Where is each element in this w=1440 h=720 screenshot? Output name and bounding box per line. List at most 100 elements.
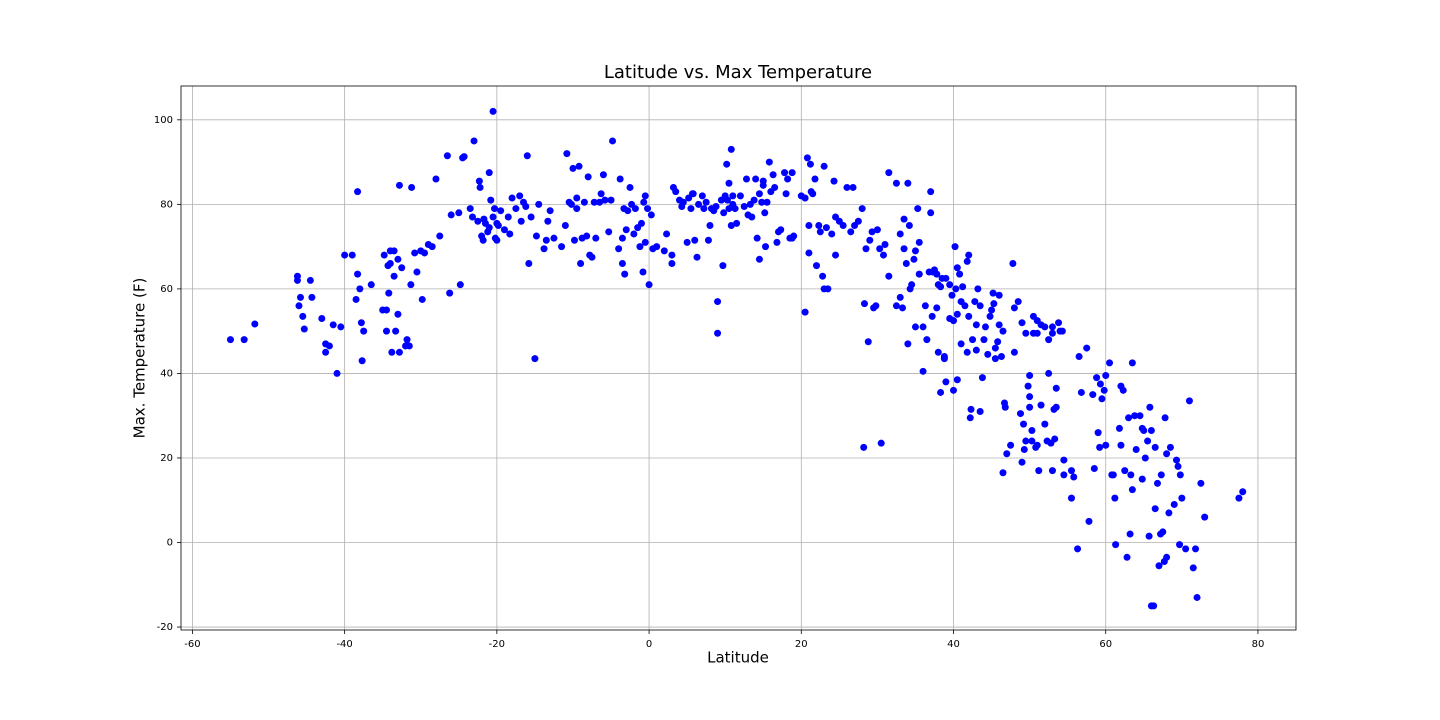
point — [788, 169, 796, 177]
point — [1055, 319, 1063, 327]
point — [978, 374, 986, 382]
point — [700, 205, 708, 213]
point — [813, 262, 821, 270]
point — [460, 153, 468, 161]
point — [1182, 545, 1190, 553]
point — [497, 207, 505, 215]
point — [583, 232, 591, 240]
point — [1052, 403, 1060, 411]
point — [1022, 437, 1030, 445]
point — [1051, 435, 1059, 443]
point — [953, 376, 961, 384]
point — [668, 251, 676, 259]
point — [1014, 298, 1022, 306]
point — [698, 192, 706, 200]
point — [1007, 441, 1015, 449]
point — [927, 209, 935, 217]
point — [1026, 393, 1034, 401]
point — [1074, 545, 1082, 553]
point — [1138, 475, 1146, 483]
point — [636, 243, 644, 251]
point — [984, 350, 992, 358]
point — [843, 183, 851, 191]
point — [1093, 374, 1101, 382]
point — [1178, 494, 1186, 502]
point — [1060, 456, 1068, 464]
point — [966, 414, 974, 422]
point — [240, 336, 248, 344]
point — [447, 211, 455, 219]
point — [1239, 488, 1247, 496]
point — [725, 179, 733, 187]
point — [395, 348, 403, 356]
chart-title: Latitude vs. Max Temperature — [604, 62, 872, 83]
point — [1128, 486, 1136, 494]
point — [516, 192, 524, 200]
point — [1115, 424, 1123, 432]
point — [403, 336, 411, 344]
point — [1041, 323, 1049, 331]
point — [580, 198, 588, 206]
point — [742, 175, 750, 183]
point — [479, 236, 487, 244]
point — [750, 196, 758, 204]
point — [485, 224, 493, 232]
point — [981, 323, 989, 331]
point — [455, 209, 463, 217]
point — [494, 221, 502, 229]
point — [251, 320, 259, 328]
point — [540, 245, 548, 253]
point — [508, 194, 516, 202]
point — [876, 245, 884, 253]
point — [1131, 412, 1139, 420]
point — [693, 253, 701, 261]
point — [994, 338, 1002, 346]
point — [822, 224, 830, 232]
point — [777, 226, 785, 234]
point — [971, 298, 979, 306]
point — [599, 171, 607, 179]
point — [729, 192, 737, 200]
point — [639, 268, 647, 276]
point — [1089, 391, 1097, 399]
point — [1070, 473, 1078, 481]
point — [1020, 446, 1028, 454]
point — [811, 175, 819, 183]
y-tick-label: 100 — [154, 115, 173, 126]
point — [762, 243, 770, 251]
point — [976, 407, 984, 415]
point — [380, 251, 388, 259]
point — [953, 310, 961, 318]
point — [864, 338, 872, 346]
point — [641, 192, 649, 200]
point — [618, 234, 626, 242]
point — [784, 175, 792, 183]
point — [679, 198, 687, 206]
point — [1192, 545, 1200, 553]
point — [390, 247, 398, 255]
point — [769, 171, 777, 179]
point — [357, 319, 365, 327]
point — [500, 226, 508, 234]
point — [577, 260, 585, 268]
point — [928, 312, 936, 320]
point — [999, 327, 1007, 335]
point — [806, 160, 814, 168]
point — [428, 243, 436, 251]
point — [733, 219, 741, 227]
point — [1096, 443, 1104, 451]
point — [719, 262, 727, 270]
point — [641, 238, 649, 246]
point — [1085, 517, 1093, 525]
point — [394, 255, 402, 263]
point — [1010, 348, 1018, 356]
x-tick-label: 40 — [947, 639, 960, 650]
point — [390, 272, 398, 280]
point — [914, 205, 922, 213]
point — [753, 234, 761, 242]
point — [902, 260, 910, 268]
point — [1201, 513, 1209, 521]
point — [899, 304, 907, 312]
point — [830, 177, 838, 185]
point — [1102, 441, 1110, 449]
